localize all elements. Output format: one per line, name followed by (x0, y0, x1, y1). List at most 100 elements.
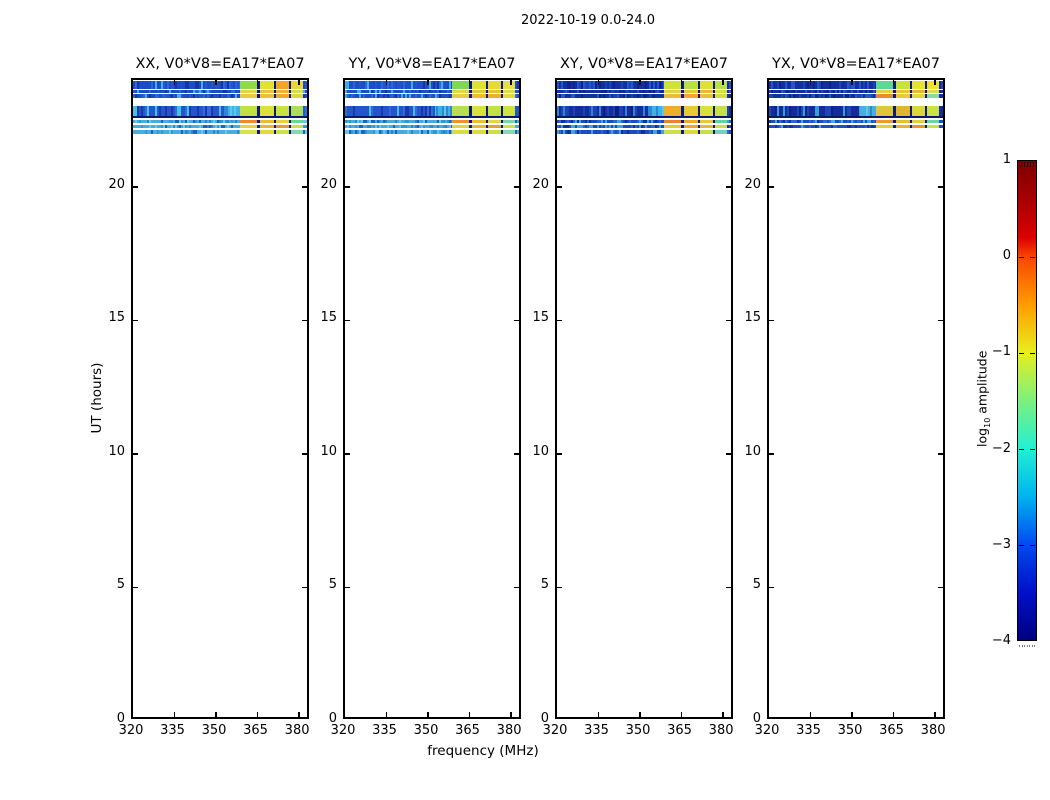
heatmap-band-d (557, 106, 731, 116)
noise-cell (445, 81, 447, 89)
figure-title: 2022-10-19 0.0-24.0 (521, 13, 655, 28)
noise-cell (139, 81, 141, 89)
noise-cell (613, 129, 615, 134)
noise-cell (199, 124, 201, 129)
noise-cell (573, 119, 575, 124)
noise-cell (516, 94, 519, 99)
noise-cell (165, 106, 167, 116)
noise-cell (563, 94, 565, 99)
noise-cell (201, 124, 203, 129)
noise-cell (443, 129, 445, 134)
noise-cell (183, 106, 185, 116)
noise-cell (619, 81, 621, 89)
noise-cell (938, 119, 941, 124)
noise-cell (613, 119, 615, 124)
rfi-segment (663, 124, 681, 129)
noise-cell (443, 89, 445, 94)
rfi-segment (291, 119, 303, 124)
noise-cell (823, 106, 825, 116)
noise-cell (221, 119, 223, 124)
y-tick-label: 15 (108, 310, 125, 326)
noise-cell (579, 94, 581, 99)
noise-cell (597, 89, 599, 94)
rfi-segment (684, 106, 698, 116)
rfi-segment (663, 119, 681, 124)
noise-cell (647, 106, 649, 116)
noise-cell (223, 119, 225, 124)
noise-cell (631, 89, 633, 94)
noise-cell (801, 119, 803, 124)
y-tick-mark (514, 453, 519, 455)
rfi-segment (239, 106, 257, 116)
noise-cell (357, 89, 359, 94)
noise-cell (169, 119, 171, 124)
noise-cell (599, 81, 601, 89)
noise-cell (429, 119, 431, 124)
noise-cell (363, 89, 365, 94)
rfi-notch (712, 106, 716, 116)
x-tick-mark (892, 712, 895, 717)
rfi-segment (715, 119, 727, 124)
noise-cell (817, 81, 819, 89)
noise-cell (175, 106, 177, 116)
noise-cell (415, 129, 417, 134)
noise-cell (831, 106, 833, 116)
noise-cell (585, 119, 587, 124)
noise-cell (813, 89, 815, 94)
noise-cell (369, 119, 371, 124)
rfi-segment (912, 94, 925, 99)
noise-cell (373, 124, 375, 129)
noise-cell (728, 124, 731, 129)
frequency-axis-label: frequency (MHz) (427, 743, 539, 759)
noise-cell (571, 124, 573, 129)
noise-cell (857, 106, 859, 116)
noise-cell (841, 124, 843, 129)
noise-cell (805, 94, 807, 99)
noise-cell (161, 124, 163, 129)
noise-cell (353, 89, 355, 94)
noise-cell (569, 119, 571, 124)
noise-cell (379, 89, 381, 94)
noise-cell (221, 129, 223, 134)
noise-cell (615, 129, 617, 134)
noise-cell (813, 119, 815, 124)
noise-cell (181, 89, 183, 94)
noise-cell (189, 124, 191, 129)
rfi-segment (276, 89, 289, 94)
noise-cell (773, 81, 775, 89)
noise-cell (385, 89, 387, 94)
noise-cell (439, 124, 441, 129)
heatmap-band-c (133, 94, 307, 99)
noise-cell (653, 94, 655, 99)
heatmap-band-g (345, 129, 519, 134)
noise-cell (419, 124, 421, 129)
heatmap-band-d (345, 106, 519, 116)
noise-cell (639, 129, 641, 134)
rfi-notch (680, 129, 685, 134)
noise-cell (837, 106, 839, 116)
noise-cell (347, 81, 349, 89)
rfi-segment (700, 106, 713, 116)
noise-cell (219, 129, 221, 134)
noise-cell (149, 81, 151, 89)
noise-cell (421, 124, 423, 129)
noise-cell (149, 89, 151, 94)
x-tick-mark (851, 80, 853, 85)
noise-cell (859, 124, 861, 129)
noise-cell (659, 129, 661, 134)
rfi-segment (663, 129, 681, 134)
heatmap-band-f (345, 124, 519, 129)
noise-cell (801, 89, 803, 94)
noise-cell (436, 106, 439, 116)
heatmap-band-a (345, 81, 519, 89)
noise-cell (571, 89, 573, 94)
noise-cell (135, 119, 137, 124)
noise-cell (195, 129, 197, 134)
noise-cell (641, 94, 643, 99)
noise-cell (617, 124, 619, 129)
noise-cell (213, 124, 215, 129)
noise-cell (831, 124, 833, 129)
noise-cell (421, 106, 423, 116)
noise-cell (797, 94, 799, 99)
noise-cell (431, 89, 433, 94)
